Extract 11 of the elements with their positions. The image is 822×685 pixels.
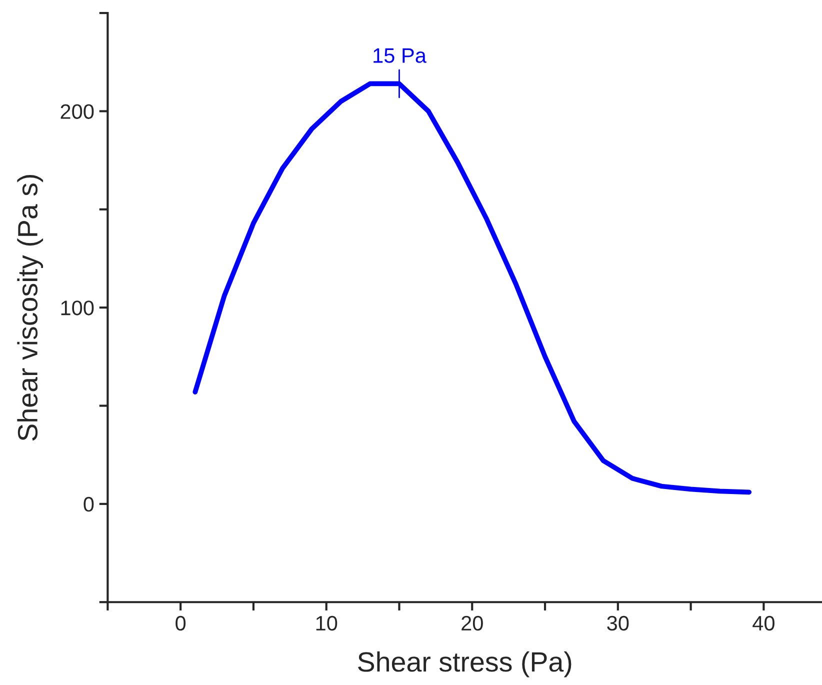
x-tick-label: 20 xyxy=(462,616,483,631)
y-tick-label: 100 xyxy=(61,300,94,316)
x-tick-label: 0 xyxy=(176,616,186,631)
annotation: 15 Pa xyxy=(374,48,426,63)
y-tick-label: 0 xyxy=(84,496,94,512)
x-tick-label: 30 xyxy=(607,616,629,631)
x-axis-title: Shear stress (Pa) xyxy=(358,651,572,678)
y-tick-label: 200 xyxy=(60,104,94,119)
x-tick-label: 10 xyxy=(316,616,338,631)
y-axis-title: Shear viscosity (Pa s) xyxy=(17,174,44,441)
x-tick-label: 40 xyxy=(752,616,774,631)
